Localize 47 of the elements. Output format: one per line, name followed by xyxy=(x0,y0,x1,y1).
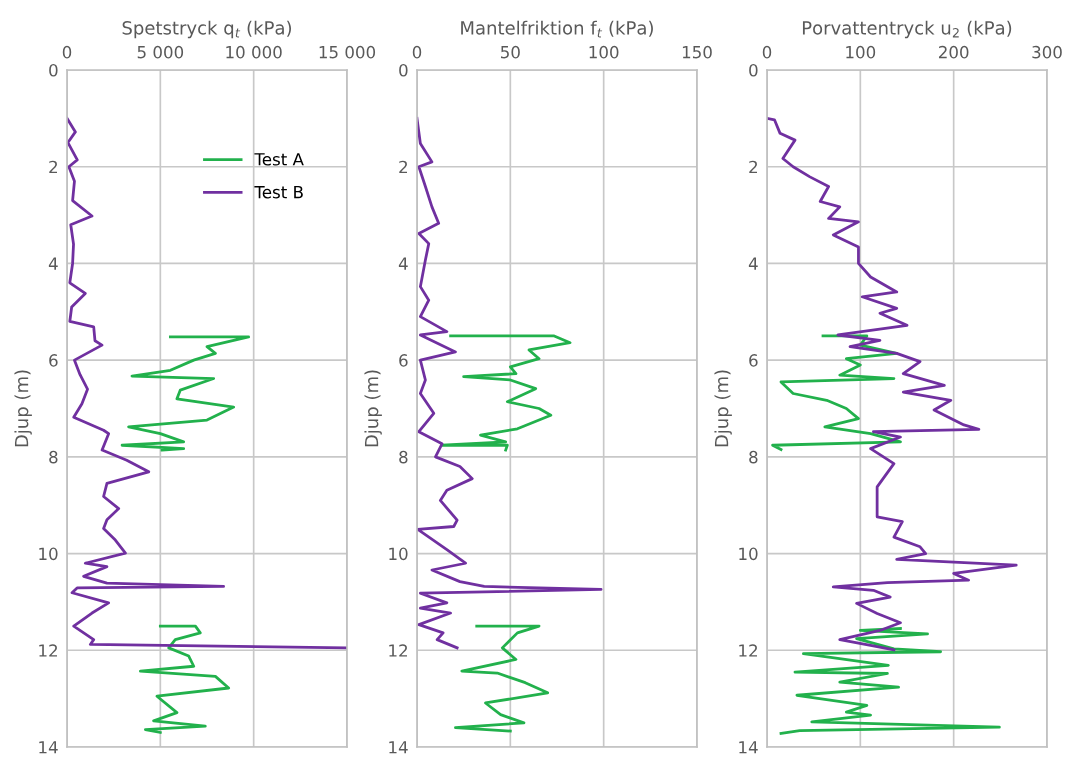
legend-label: Test B xyxy=(254,186,303,199)
x-axis-title: Mantelfriktion f$_{t}$ (kPa) xyxy=(461,20,653,38)
y-tick-label: 2 xyxy=(399,160,407,174)
x-tick-label: 0 xyxy=(762,45,772,59)
y-tick-label: 6 xyxy=(49,354,58,367)
line-series xyxy=(767,116,1018,652)
x-tick-label: 5 000 xyxy=(137,45,184,59)
legend-label: Test A xyxy=(254,153,304,166)
y-tick-label: 8 xyxy=(749,450,758,464)
y-tick-label: 14 xyxy=(739,741,758,754)
y-tick-label: 12 xyxy=(389,644,407,657)
y-tick-label: 0 xyxy=(49,63,58,77)
y-tick-label: 4 xyxy=(748,257,758,270)
y-tick-label: 2 xyxy=(749,160,757,174)
x-tick-label: 100 xyxy=(846,45,876,59)
y-tick-label: 12 xyxy=(739,644,757,657)
y-tick-label: 0 xyxy=(749,63,758,77)
y-tick-label: 6 xyxy=(399,354,408,367)
x-tick-label: 10 000 xyxy=(226,45,282,59)
x-tick-label: 0 xyxy=(62,45,72,59)
y-tick-label: 4 xyxy=(48,257,58,270)
y-tick-label: 14 xyxy=(389,741,408,754)
y-axis-title: Djup (m) xyxy=(364,370,382,447)
y-tick-label: 10 xyxy=(39,547,58,561)
x-tick-label: 150 xyxy=(682,45,712,59)
x-tick-label: 0 xyxy=(412,45,422,59)
line-series xyxy=(417,116,603,650)
y-tick-label: 8 xyxy=(49,450,58,464)
y-tick-label: 14 xyxy=(39,741,58,754)
x-tick-label: 100 xyxy=(589,45,619,59)
x-tick-label: 15 000 xyxy=(319,45,376,59)
y-tick-label: 8 xyxy=(399,450,408,464)
x-tick-label: 300 xyxy=(1032,45,1062,59)
x-axis-title: Porvattentryck u$_{2}$ (kPa) xyxy=(802,20,1012,39)
y-axis-title: Djup (m) xyxy=(14,370,32,447)
y-axis-title: Djup (m) xyxy=(714,370,732,447)
y-tick-label: 12 xyxy=(39,644,57,657)
y-tick-label: 10 xyxy=(389,547,408,561)
y-tick-label: 6 xyxy=(749,354,758,367)
x-tick-label: 200 xyxy=(938,45,969,59)
x-axis-title: Spetstryck q$_{t}$ (kPa) xyxy=(122,20,292,39)
y-tick-label: 4 xyxy=(398,257,408,270)
y-tick-label: 0 xyxy=(399,63,408,77)
y-tick-label: 10 xyxy=(739,547,758,561)
x-tick-label: 50 xyxy=(501,45,520,59)
y-tick-label: 2 xyxy=(49,160,57,174)
line-series xyxy=(67,116,347,650)
